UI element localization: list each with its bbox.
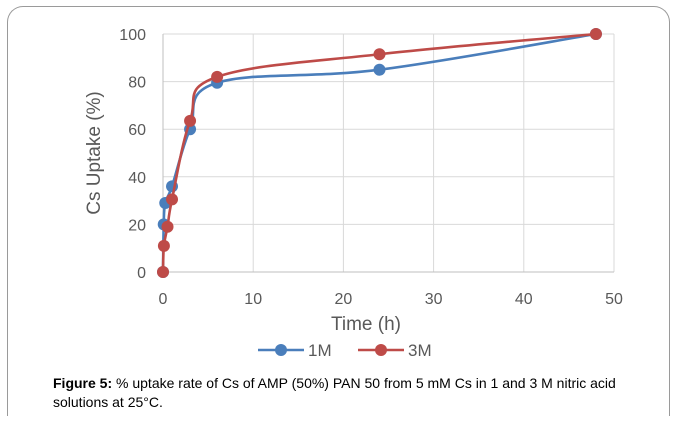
data-point-3M [373, 48, 386, 61]
x-tick-label: 10 [244, 291, 262, 308]
legend-item-3M: 3M [358, 341, 432, 360]
y-tick-label: 100 [119, 27, 146, 44]
data-point-3M [211, 70, 224, 83]
x-tick-label: 0 [159, 291, 168, 308]
legend-label: 3M [408, 341, 432, 360]
y-tick-label: 80 [128, 75, 146, 92]
legend-item-1M: 1M [258, 341, 332, 360]
figure-frame [7, 6, 670, 416]
series-3M [157, 28, 602, 278]
data-point-3M [157, 239, 170, 252]
x-axis-label: Time (h) [331, 314, 401, 335]
x-tick-label: 40 [515, 291, 533, 308]
series-1M [157, 28, 602, 278]
caption-text: % uptake rate of Cs of AMP (50%) PAN 50 … [53, 375, 616, 410]
data-point-3M [166, 193, 179, 206]
data-point-3M [184, 114, 197, 127]
x-tick-label: 20 [335, 291, 353, 308]
legend: 1M 3M [258, 341, 432, 360]
y-tick-label: 0 [137, 265, 146, 282]
tick-labels: 0 20 40 60 80 100 0 10 20 30 40 50 [119, 27, 623, 308]
y-axis-label: Cs Uptake (%) [84, 91, 105, 215]
data-point-1M [373, 63, 386, 76]
caption-label: Figure 5: [53, 375, 113, 391]
y-tick-label: 20 [128, 217, 146, 234]
series-group [157, 28, 602, 278]
legend-label: 1M [308, 341, 332, 360]
figure-caption: Figure 5: % uptake rate of Cs of AMP (50… [53, 374, 663, 412]
legend-marker [275, 344, 287, 356]
legend-marker [375, 344, 387, 356]
y-tick-label: 60 [128, 122, 146, 139]
data-point-3M [157, 266, 169, 278]
grid-lines [163, 33, 615, 272]
x-tick-label: 30 [425, 291, 443, 308]
x-tick-label: 50 [605, 291, 623, 308]
y-tick-label: 40 [128, 170, 146, 187]
data-point-3M [161, 220, 174, 233]
line-chart: 0 20 40 60 80 100 0 10 20 30 40 50 Time (h) Cs Upta… [84, 27, 623, 360]
data-point-3M [589, 28, 602, 40]
